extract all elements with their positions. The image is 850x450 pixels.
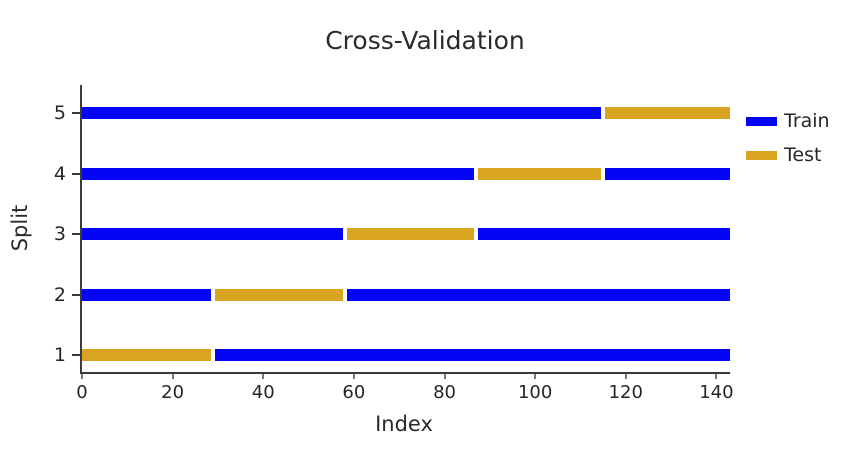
y-tick-label: 3: [53, 223, 66, 245]
y-tick-mark: [72, 172, 80, 175]
x-tick-label: 60: [342, 382, 366, 403]
y-axis-title: Split: [8, 204, 32, 252]
train-segment-split-3[interactable]: [478, 228, 730, 240]
y-tick-mark: [72, 293, 80, 296]
legend-label-test: Test: [784, 144, 822, 166]
split-row-5: [82, 107, 730, 119]
train-segment-split-1[interactable]: [215, 349, 730, 361]
x-tick-label: 100: [517, 382, 553, 403]
train-segment-split-2[interactable]: [82, 288, 212, 301]
x-tick-label: 0: [76, 382, 88, 403]
x-tick-label: 140: [699, 382, 734, 403]
test-segment-split-4[interactable]: [478, 167, 602, 180]
x-tick-mark: [534, 374, 537, 379]
x-tick-mark: [81, 374, 83, 379]
split-row-4: [82, 167, 730, 180]
y-tick-label: 5: [53, 102, 66, 124]
y-tick-label: 2: [53, 283, 66, 306]
x-tick-label: 20: [161, 382, 185, 403]
x-tick-label: 120: [608, 382, 643, 403]
legend-label-train: Train: [784, 110, 830, 132]
legend: Train Test: [746, 104, 830, 172]
train-segment-split-3[interactable]: [82, 228, 343, 240]
test-segment-split-1[interactable]: [82, 349, 212, 361]
test-segment-split-5[interactable]: [605, 107, 730, 119]
x-tick-mark: [443, 374, 446, 379]
x-tick-mark: [262, 374, 265, 379]
x-axis-title: Index: [375, 412, 433, 436]
x-tick-mark: [715, 374, 718, 379]
train-segment-split-4[interactable]: [605, 167, 730, 180]
legend-item-test[interactable]: Test: [746, 138, 830, 172]
x-tick-mark: [624, 374, 627, 379]
y-tick-label: 1: [53, 344, 66, 366]
split-row-2: [82, 288, 730, 301]
y-tick-mark: [72, 354, 80, 356]
x-tick-label: 40: [251, 382, 275, 403]
train-segment-split-4[interactable]: [82, 167, 475, 180]
plot-area: 0 20 40 60 80 100 120 140 5 4 3 2 1: [54, 85, 734, 403]
y-tick-label: 4: [53, 162, 66, 185]
chart-title: Cross-Validation: [325, 26, 525, 55]
split-row-3: [82, 228, 730, 240]
train-segment-split-5[interactable]: [82, 107, 602, 119]
test-segment-split-3[interactable]: [346, 228, 475, 240]
train-segment-split-2[interactable]: [346, 288, 730, 301]
x-tick-label: 80: [433, 382, 456, 403]
x-tick-mark: [171, 374, 174, 379]
y-tick-mark: [72, 112, 80, 114]
train-color-swatch: [746, 116, 777, 126]
split-row-1: [82, 349, 730, 361]
x-tick-mark: [352, 374, 355, 379]
y-tick-mark: [72, 233, 80, 235]
test-segment-split-2[interactable]: [215, 288, 343, 301]
legend-item-train[interactable]: Train: [746, 104, 830, 138]
test-color-swatch: [746, 150, 777, 160]
